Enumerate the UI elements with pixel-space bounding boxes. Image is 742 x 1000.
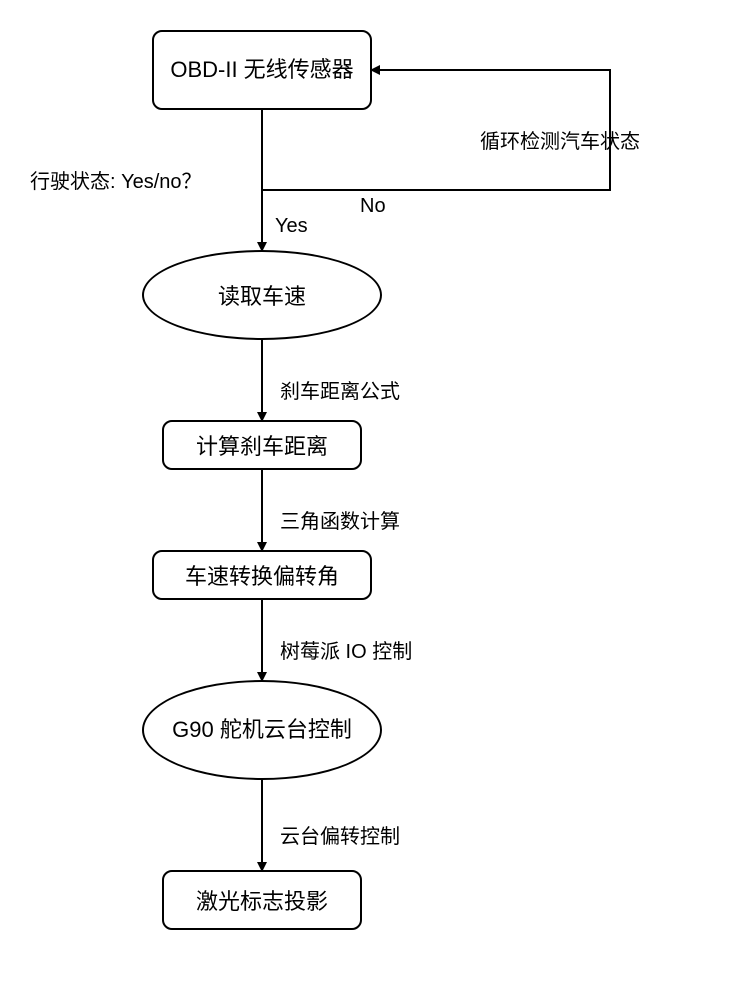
edge-label-loop: 循环检测汽车状态 (480, 125, 640, 154)
edge-label-no: No (360, 195, 386, 218)
node-laser-projection: 激光标志投影 (162, 870, 362, 930)
edge-label-trig: 三角函数计算 (280, 505, 400, 534)
node-speed-to-angle: 车速转换偏转角 (152, 550, 372, 600)
node-obd-sensor: OBD-II 无线传感器 (152, 30, 372, 110)
node-text: 车速转换偏转角 (185, 559, 339, 591)
edge-label-gimbal-tilt: 云台偏转控制 (280, 820, 400, 849)
node-text: 激光标志投影 (196, 884, 328, 916)
edge-label-yes: Yes (275, 215, 308, 238)
node-text: 计算刹车距离 (196, 429, 328, 461)
node-servo-gimbal: G90 舵机云台控制 (142, 680, 382, 780)
edge-label-brake-formula: 刹车距离公式 (280, 375, 400, 404)
node-calc-brake-distance: 计算刹车距离 (162, 420, 362, 470)
node-text: 读取车速 (218, 279, 306, 311)
edge-label-raspberry-io: 树莓派 IO 控制 (280, 635, 412, 664)
node-read-speed: 读取车速 (142, 250, 382, 340)
decision-label: 行驶状态: Yes/no？ (30, 165, 202, 194)
node-text: OBD-II 无线传感器 (160, 56, 363, 85)
node-text: G90 舵机云台控制 (152, 716, 372, 745)
